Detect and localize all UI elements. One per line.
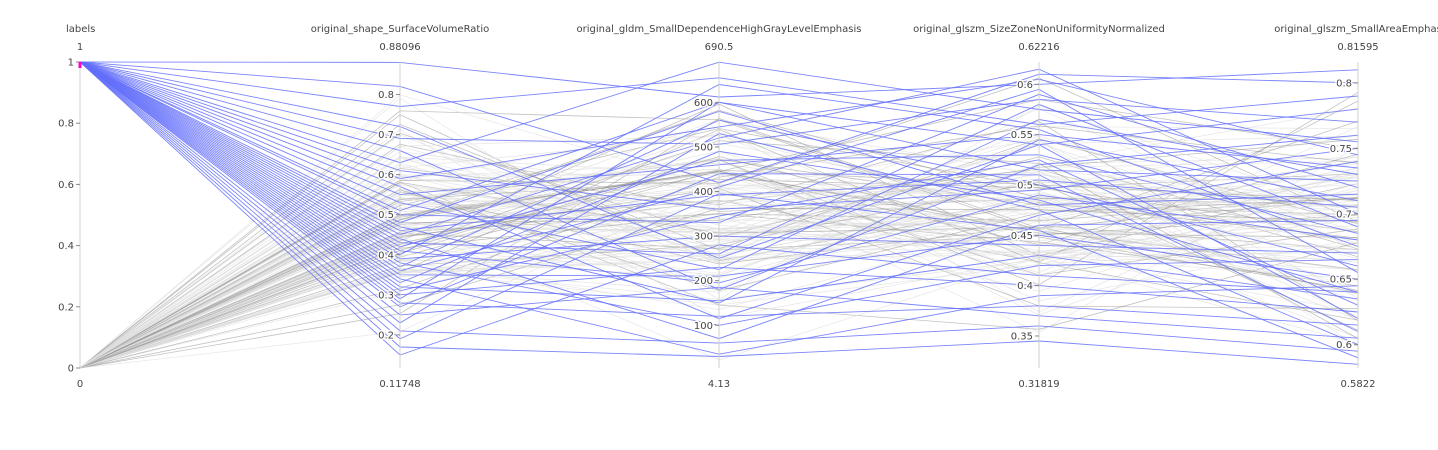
axis-range-bottom: 0.11748: [379, 379, 420, 390]
axis-range-top: 690.5: [705, 42, 734, 53]
tick-label: 0.8: [378, 90, 394, 101]
tick-label: 600: [694, 98, 713, 109]
tick-label: 0.6: [58, 180, 74, 191]
tick-label: 0.4: [1017, 281, 1033, 292]
tick-label: 0.35: [1011, 331, 1033, 342]
axis-range-bottom: 0.31819: [1018, 379, 1059, 390]
axis-title[interactable]: labels: [66, 24, 95, 35]
axis-3[interactable]: original_glszm_SizeZoneNonUniformityNorm…: [913, 24, 1165, 390]
axis-range-bottom: 0: [77, 379, 83, 390]
tick-label: 400: [694, 187, 713, 198]
axis-2[interactable]: original_gldm_SmallDependenceHighGrayLev…: [577, 24, 862, 390]
tick-label: 0: [68, 364, 74, 375]
axis-range-top: 1: [77, 42, 83, 53]
axis-range-top: 0.88096: [379, 42, 420, 53]
tick-label: 500: [694, 142, 713, 153]
tick-label: 0.6: [378, 170, 394, 181]
tick-label: 0.75: [1330, 144, 1352, 155]
tick-label: 0.45: [1011, 231, 1033, 242]
tick-label: 0.8: [1336, 78, 1352, 89]
axis-range-top: 0.62216: [1018, 42, 1059, 53]
tick-label: 0.7: [1336, 209, 1352, 220]
tick-label: 0.3: [378, 290, 394, 301]
axis-range-bottom: 4.13: [708, 379, 730, 390]
axis-range-top: 0.81595: [1337, 42, 1378, 53]
tick-label: 300: [694, 232, 713, 243]
tick-label: 0.5: [378, 210, 394, 221]
tick-label: 0.55: [1011, 130, 1033, 141]
tick-label: 0.2: [58, 302, 74, 313]
tick-label: 0.4: [378, 250, 394, 261]
tick-label: 0.4: [58, 241, 74, 252]
tick-label: 0.6: [1017, 80, 1033, 91]
axis-title[interactable]: original_gldm_SmallDependenceHighGrayLev…: [577, 24, 862, 35]
tick-label: 200: [694, 276, 713, 287]
axis-1[interactable]: original_shape_SurfaceVolumeRatio 0.88096…: [311, 24, 490, 390]
tick-label: 0.5: [1017, 180, 1033, 191]
axes: labels 1 0 1 0.8 0.6 0.4 0.2 0 original_shape_Sur…: [57, 24, 1438, 390]
axis-0[interactable]: labels 1 0 1 0.8 0.6 0.4 0.2 0: [57, 24, 96, 390]
axis-title[interactable]: original_shape_SurfaceVolumeRatio: [311, 24, 490, 35]
axis-brush[interactable]: [78, 62, 82, 68]
axis-title[interactable]: original_glszm_SmallAreaEmphas: [1274, 24, 1438, 35]
tick-label: 0.8: [58, 119, 74, 130]
axis-4[interactable]: original_glszm_SmallAreaEmphas 0.81595 0.5…: [1274, 24, 1438, 390]
tick-label: 0.7: [378, 130, 394, 141]
tick-label: 1: [68, 58, 74, 69]
axis-range-bottom: 0.5822: [1341, 379, 1376, 390]
tick-label: 0.2: [378, 330, 394, 341]
tick-label: 100: [694, 321, 713, 332]
tick-label: 0.6: [1336, 340, 1352, 351]
tick-label: 0.65: [1330, 275, 1352, 286]
axis-title[interactable]: original_glszm_SizeZoneNonUniformityNorm…: [913, 24, 1165, 35]
